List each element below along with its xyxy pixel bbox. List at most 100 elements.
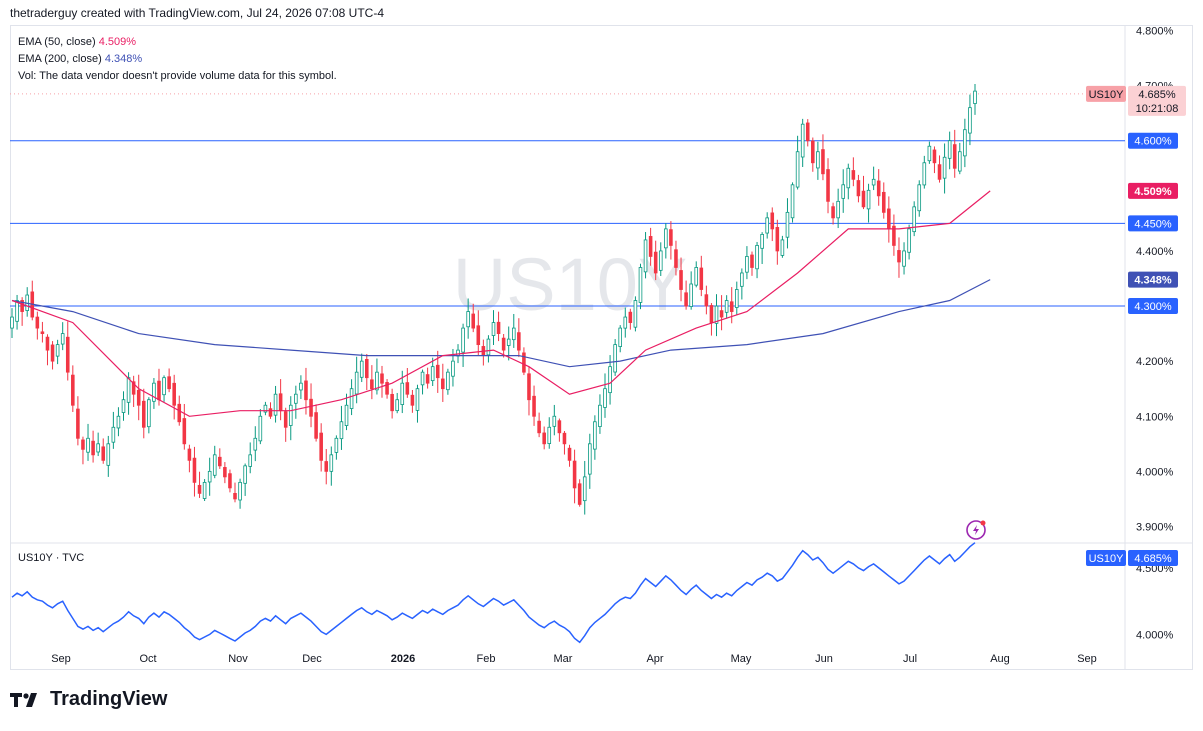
candle[interactable] (760, 232, 764, 264)
candle[interactable] (410, 389, 415, 413)
candle[interactable] (658, 242, 663, 277)
candle[interactable] (572, 449, 577, 504)
candle[interactable] (370, 365, 374, 400)
candle[interactable] (532, 385, 536, 426)
candle[interactable] (319, 423, 323, 472)
candle[interactable] (562, 430, 567, 455)
candle[interactable] (425, 367, 430, 389)
candle[interactable] (481, 339, 486, 366)
candle[interactable] (856, 174, 861, 203)
candle[interactable] (420, 369, 425, 395)
candle[interactable] (496, 311, 501, 342)
candle[interactable] (745, 246, 749, 280)
candle[interactable] (664, 223, 668, 259)
candle[interactable] (385, 379, 389, 399)
candle[interactable] (76, 396, 80, 446)
candle[interactable] (770, 207, 775, 242)
legend-ema50[interactable]: EMA (50, close) 4.509% (18, 36, 136, 48)
hline-tag-1[interactable]: 4.450% (1128, 215, 1178, 232)
candle[interactable] (304, 367, 308, 415)
candle[interactable] (207, 457, 212, 496)
candle[interactable] (131, 375, 136, 407)
tradingview-logo[interactable]: TradingView (10, 688, 167, 711)
candle[interactable] (288, 396, 293, 441)
ema50-line[interactable] (11, 190, 991, 417)
candle[interactable] (582, 460, 587, 515)
candle[interactable] (278, 379, 283, 421)
candle[interactable] (517, 318, 521, 358)
candle[interactable] (212, 445, 217, 479)
candle[interactable] (55, 339, 60, 365)
candle[interactable] (593, 415, 597, 460)
candle[interactable] (719, 295, 724, 331)
candle[interactable] (527, 366, 531, 416)
candle[interactable] (522, 347, 526, 376)
candle[interactable] (20, 297, 24, 326)
candle[interactable] (973, 84, 977, 115)
candle[interactable] (294, 385, 298, 419)
candle[interactable] (618, 325, 622, 353)
candle[interactable] (552, 404, 557, 436)
candle[interactable] (689, 271, 693, 310)
candle[interactable] (866, 183, 871, 223)
candle[interactable] (729, 287, 734, 324)
candle[interactable] (724, 295, 729, 319)
candle[interactable] (892, 214, 896, 256)
candle[interactable] (339, 405, 344, 450)
candle[interactable] (684, 280, 688, 310)
hline-tag-2[interactable]: 4.300% (1128, 298, 1178, 315)
candle[interactable] (172, 374, 176, 420)
candle[interactable] (704, 285, 709, 315)
candle[interactable] (608, 355, 612, 405)
candle[interactable] (714, 294, 719, 337)
candle[interactable] (152, 378, 156, 409)
candle[interactable] (780, 235, 785, 258)
candle[interactable] (653, 240, 658, 281)
candle[interactable] (486, 335, 491, 363)
legend-ema200[interactable]: EMA (200, close) 4.348% (18, 53, 142, 65)
candle[interactable] (537, 412, 541, 438)
candle[interactable] (30, 280, 35, 321)
candle[interactable] (116, 407, 121, 437)
candle[interactable] (628, 308, 633, 330)
candle[interactable] (952, 129, 957, 178)
candle[interactable] (35, 311, 40, 340)
candle[interactable] (907, 224, 911, 260)
candle[interactable] (588, 433, 592, 489)
candle[interactable] (329, 446, 334, 486)
candle[interactable] (613, 339, 617, 376)
candle[interactable] (218, 448, 222, 469)
candle[interactable] (375, 358, 379, 395)
candle[interactable] (633, 296, 638, 332)
candle[interactable] (248, 442, 253, 474)
candle[interactable] (233, 482, 237, 503)
candle[interactable] (750, 251, 754, 276)
ema50-tag[interactable]: 4.509% (1128, 182, 1178, 199)
candle[interactable] (228, 469, 232, 493)
candle[interactable] (71, 365, 75, 412)
candle[interactable] (141, 388, 146, 439)
candle[interactable] (187, 444, 192, 473)
candle[interactable] (643, 232, 648, 279)
candle[interactable] (775, 219, 780, 265)
candle[interactable] (800, 118, 805, 167)
candle[interactable] (734, 281, 739, 315)
candle[interactable] (334, 435, 339, 460)
candle[interactable] (40, 321, 45, 343)
candle[interactable] (501, 333, 506, 358)
candle[interactable] (136, 374, 141, 421)
candle[interactable] (111, 411, 116, 449)
candle[interactable] (816, 141, 820, 180)
candle[interactable] (826, 158, 830, 214)
candle[interactable] (821, 134, 825, 181)
candle[interactable] (344, 393, 349, 431)
candle[interactable] (314, 404, 318, 442)
candle[interactable] (968, 94, 972, 146)
candle[interactable] (223, 462, 227, 484)
candle[interactable] (25, 287, 29, 317)
candle[interactable] (415, 384, 420, 423)
candle[interactable] (861, 175, 866, 210)
candle[interactable] (491, 310, 496, 345)
lower-last-value-tag[interactable]: US10Y 4.685% (1086, 549, 1178, 566)
